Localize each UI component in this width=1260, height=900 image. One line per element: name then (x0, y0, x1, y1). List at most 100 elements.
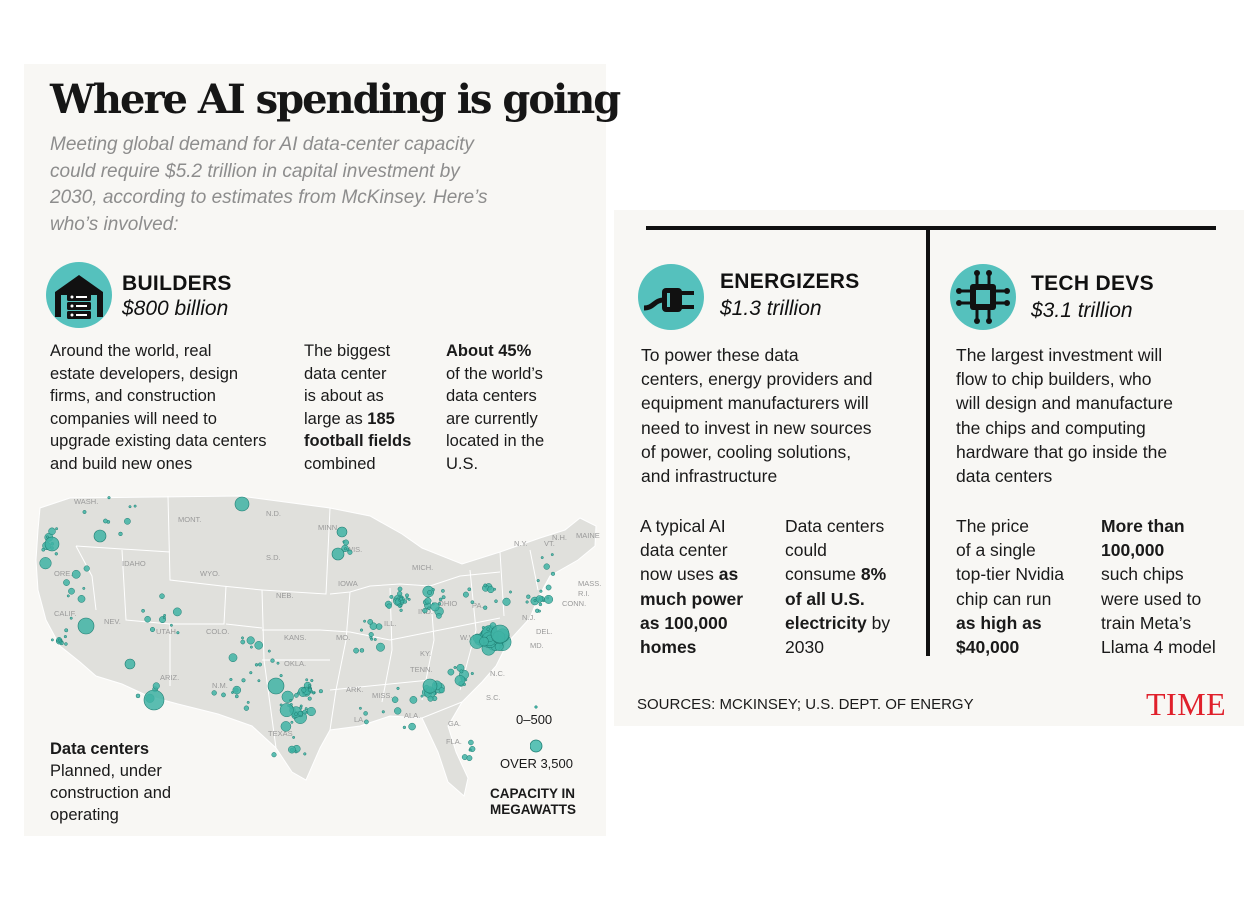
state-label: IDAHO (122, 559, 146, 568)
data-center-dot (422, 607, 428, 614)
legend-description: Planned, under construction and operatin… (50, 762, 172, 824)
state-label: MAINE (576, 531, 600, 540)
data-center-dot (305, 678, 309, 682)
data-center-dot (550, 571, 556, 576)
builders-title: BUILDERS (122, 272, 232, 295)
data-center-dot (83, 565, 90, 572)
data-center-dot (290, 720, 294, 724)
data-center-dot (376, 642, 385, 652)
time-logo: TIME (1146, 686, 1227, 722)
data-center-dot (466, 755, 473, 762)
state-label: TENN. (410, 665, 433, 674)
data-center-dot (343, 539, 349, 546)
us-data-center-map: WASH. MONT. N.D. MINN. WIS. MICH. N.Y. VT.N.H. M… (35, 495, 601, 797)
data-center-dot (54, 552, 58, 556)
state-label: LA. (354, 715, 365, 724)
data-center-dot (254, 641, 263, 650)
data-center-dot (234, 496, 250, 512)
techdevs-title: TECH DEVS (1031, 272, 1154, 295)
data-center-dot (288, 745, 296, 754)
state-label: ILL. (384, 619, 397, 628)
sources: SOURCES: MCKINSEY; U.S. DEPT. OF ENERGY (637, 696, 974, 713)
data-center-dot (539, 589, 543, 593)
state-label: IOWA (338, 579, 358, 588)
data-center-dot (176, 631, 180, 635)
data-center-dot (45, 535, 49, 539)
data-center-dot (44, 536, 60, 552)
power-plug-icon (638, 264, 704, 330)
data-center-dot (462, 591, 469, 598)
data-center-dot (359, 648, 365, 653)
data-center-dot (294, 712, 298, 717)
data-center-dot (69, 616, 73, 620)
data-center-dot (358, 706, 362, 710)
state-label: MICH. (412, 563, 433, 572)
data-center-dot (453, 666, 457, 669)
data-center-dot (82, 510, 87, 514)
builders-amount: $800 billion (122, 297, 229, 320)
data-center-dot (438, 687, 445, 694)
state-label: W.VA. (460, 633, 480, 642)
data-center-dot (363, 711, 368, 716)
subtitle: Meeting global demand for AI data-center… (50, 134, 488, 235)
data-center-dot (536, 579, 540, 583)
capacity-label: CAPACITY IN MEGAWATTS (490, 786, 576, 817)
energizers-title: ENERGIZERS (720, 270, 860, 293)
data-center-dot (267, 677, 285, 695)
data-center-dot (307, 696, 312, 701)
data-center-dot (545, 584, 552, 591)
data-center-dot (55, 527, 59, 531)
data-center-dot (64, 642, 68, 646)
data-center-dot (494, 599, 498, 603)
data-center-dot (149, 626, 156, 633)
data-center-dot (63, 635, 67, 639)
data-center-dot (543, 563, 550, 570)
data-center-dot (66, 594, 70, 598)
state-label: S.D. (266, 553, 281, 562)
data-center-dot (550, 553, 554, 557)
data-center-dot (289, 698, 293, 702)
builders-stat-share: About 45% of the world’s data centers ar… (446, 342, 545, 473)
data-center-dot (538, 602, 543, 607)
data-center-dot (363, 619, 367, 623)
size-large-label: OVER 3,500 (500, 756, 573, 771)
data-center-dot (367, 619, 374, 625)
data-center-dot (271, 752, 277, 758)
data-center-dot (276, 661, 280, 665)
state-label: MD. (530, 641, 544, 650)
data-center-dot (427, 695, 434, 702)
data-center-dot (483, 605, 488, 610)
data-center-dot (336, 526, 348, 538)
data-center-dot (399, 608, 403, 612)
data-center-dot (397, 586, 403, 592)
data-center-dot (221, 692, 226, 698)
data-center-dot (107, 496, 111, 500)
data-center-dot (301, 687, 307, 693)
divider-vertical (926, 230, 930, 656)
data-center-dot (405, 596, 409, 600)
data-center-dot (402, 725, 407, 730)
state-label: KANS. (284, 633, 307, 642)
data-center-dot (479, 636, 489, 647)
data-center-dot (246, 700, 250, 704)
state-label: NEB. (276, 591, 294, 600)
state-label: UTAH (156, 627, 176, 636)
data-center-dot (347, 549, 353, 555)
state-label: MASS. (578, 579, 601, 588)
state-label: FLA. (446, 737, 462, 746)
data-center-dot (307, 684, 311, 688)
data-center-dot (254, 663, 259, 667)
data-center-dot (470, 600, 475, 605)
divider-horizontal (646, 226, 1216, 230)
data-center-dot (297, 711, 303, 717)
data-center-dot (294, 693, 299, 698)
data-center-dot (48, 527, 56, 536)
state-label: MO. (336, 633, 350, 642)
state-label: CALIF. (54, 609, 77, 618)
builders-description: Around the world, real estate developers… (50, 342, 267, 473)
data-center-dot (241, 636, 244, 640)
state-label: VT. (544, 539, 555, 548)
energizers-stat-homes: A typical AI data center now uses as muc… (640, 516, 744, 658)
state-label: COLO. (206, 627, 229, 636)
data-center-dot (172, 607, 182, 617)
